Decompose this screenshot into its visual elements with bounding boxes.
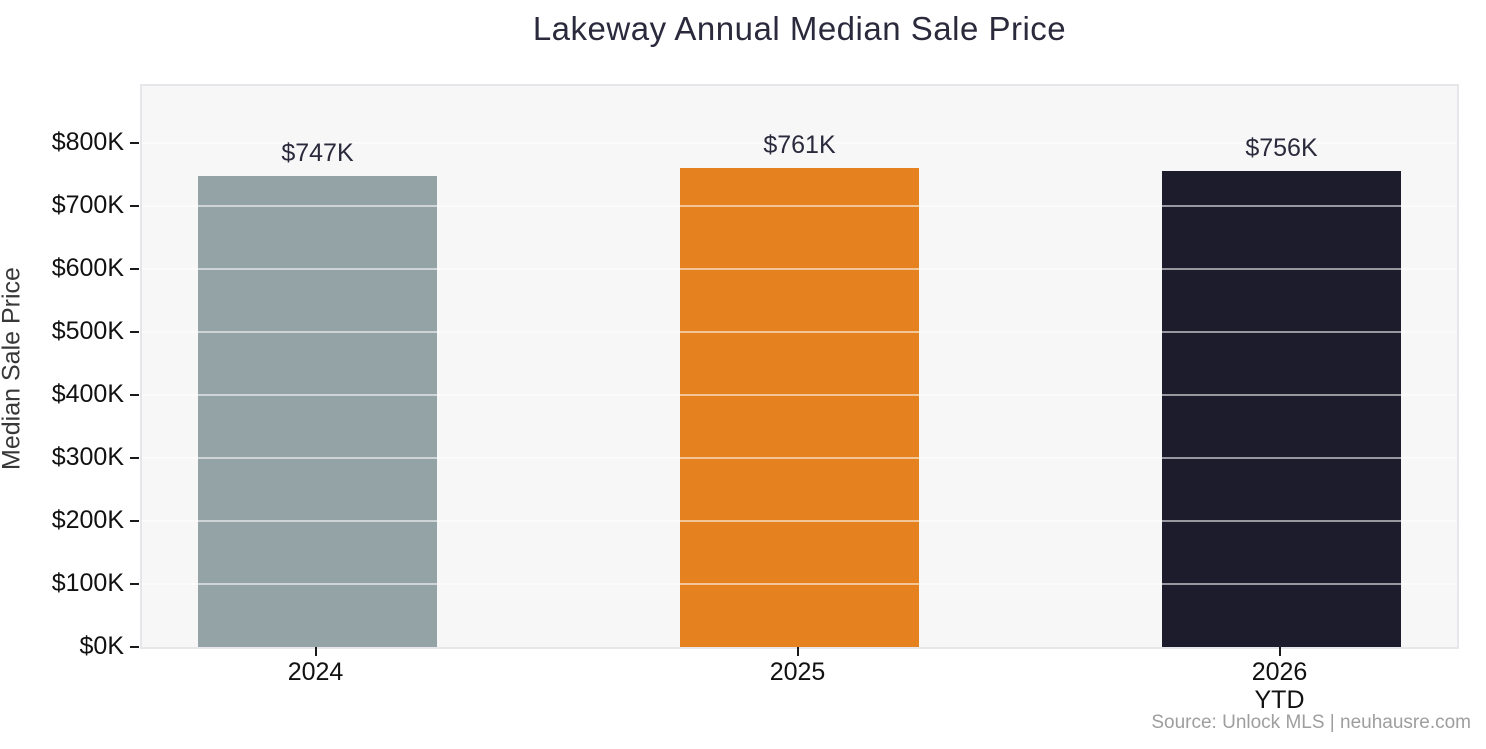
y-tick-mark — [130, 520, 139, 522]
gridline — [142, 394, 1457, 396]
y-tick-mark — [130, 646, 139, 648]
x-tick-label: 2026 YTD — [1251, 658, 1308, 714]
x-tick-mark — [1278, 647, 1281, 656]
bar-value-label: $761K — [763, 130, 836, 159]
gridline — [142, 520, 1457, 522]
gridline — [142, 268, 1457, 270]
y-tick-mark — [130, 583, 139, 585]
y-tick-label: $100K — [51, 569, 124, 597]
y-tick-mark — [130, 331, 139, 333]
gridline — [142, 142, 1457, 144]
y-tick-label: $0K — [79, 632, 124, 660]
y-tick-label: $700K — [51, 191, 124, 219]
source-attribution: Source: Unlock MLS | neuhausre.com — [1151, 712, 1471, 733]
x-tick-label: 2024 — [287, 658, 344, 686]
plot-panel: $747K $761K $756K — [140, 84, 1459, 649]
y-tick-label: $400K — [51, 380, 124, 408]
x-tick-mark — [314, 647, 317, 656]
y-tick-label: $600K — [51, 254, 124, 282]
x-tick-mark — [796, 647, 799, 656]
bar-2024 — [198, 176, 437, 647]
gridline — [142, 205, 1457, 207]
bar-2025 — [680, 167, 919, 647]
y-tick-label: $500K — [51, 317, 124, 345]
bar-value-label: $756K — [1245, 133, 1318, 162]
bar-value-label: $747K — [281, 139, 354, 168]
y-tick-mark — [130, 268, 139, 270]
y-tick-mark — [130, 457, 139, 459]
chart-title: Lakeway Annual Median Sale Price — [532, 10, 1067, 47]
gridline — [142, 457, 1457, 459]
gridline — [142, 583, 1457, 585]
gridline — [142, 331, 1457, 333]
y-tick-label: $200K — [51, 506, 124, 534]
y-tick-label: $300K — [51, 443, 124, 471]
x-tick-label: 2025 — [769, 658, 826, 686]
bar-2026 — [1162, 170, 1401, 647]
y-tick-mark — [130, 205, 139, 207]
y-tick-mark — [130, 394, 139, 396]
y-tick-mark — [130, 142, 139, 144]
y-tick-label: $800K — [51, 128, 124, 156]
